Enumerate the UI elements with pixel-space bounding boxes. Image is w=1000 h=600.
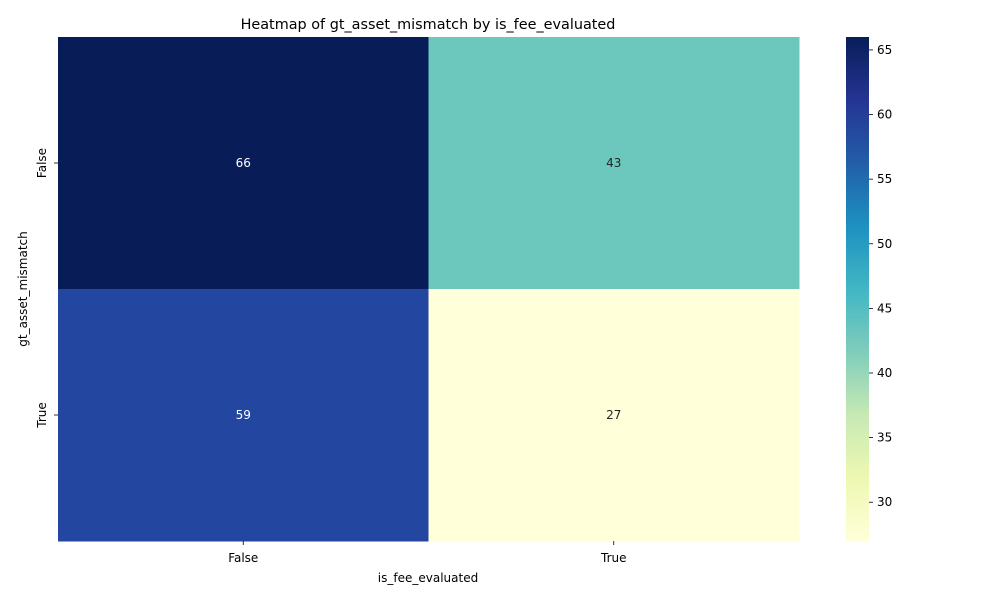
colorbar-tick-label: 55 <box>877 172 892 186</box>
colorbar-tick-label: 45 <box>877 301 892 315</box>
x-axis-label: is_fee_evaluated <box>378 571 478 585</box>
chart-title: Heatmap of gt_asset_mismatch by is_fee_e… <box>241 17 616 33</box>
y-axis: False True <box>35 148 58 429</box>
colorbar-tick-label: 40 <box>877 366 892 380</box>
colorbar <box>846 37 869 541</box>
cell-value-label: 59 <box>236 408 251 422</box>
y-axis-label: gt_asset_mismatch <box>16 231 30 347</box>
x-tick-label: False <box>228 551 258 565</box>
x-tick-label: True <box>600 551 627 565</box>
x-axis: False True <box>228 541 627 565</box>
y-tick-label: True <box>35 402 49 429</box>
heatmap-cells: 66 43 59 27 <box>58 37 800 542</box>
heatmap-cell <box>428 37 800 290</box>
colorbar-tick-label: 50 <box>877 237 892 251</box>
colorbar-tick-label: 65 <box>877 43 892 57</box>
cell-value-label: 43 <box>606 156 621 170</box>
heatmap-cell <box>428 289 800 542</box>
heatmap-cell <box>58 289 429 542</box>
colorbar-tick-label: 35 <box>877 431 892 445</box>
colorbar-ticks: 30 35 40 45 50 55 60 65 <box>869 43 892 509</box>
cell-value-label: 66 <box>236 156 251 170</box>
heatmap-cell <box>58 37 429 290</box>
colorbar-tick-label: 60 <box>877 108 892 122</box>
colorbar-tick-label: 30 <box>877 495 892 509</box>
y-tick-label: False <box>35 148 49 178</box>
cell-value-label: 27 <box>606 408 621 422</box>
